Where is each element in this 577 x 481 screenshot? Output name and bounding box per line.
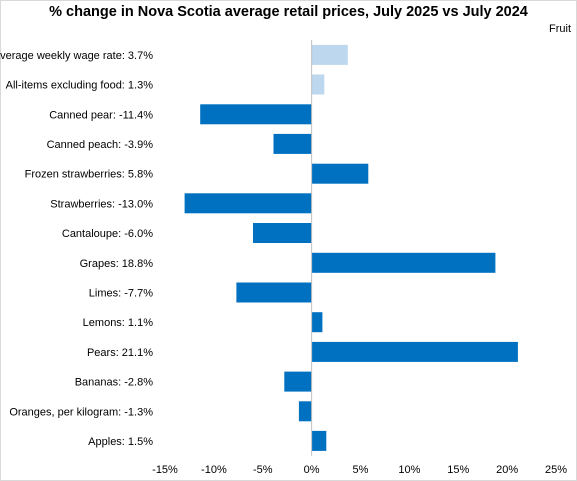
category-label: Average weekly wage rate: 3.7% <box>0 50 153 62</box>
bar <box>184 193 312 214</box>
x-tick-labels-group: -15% -10% -5% 0% 5% 10% 15% 20% 25% <box>152 464 567 476</box>
category-label: All-items excluding food: 1.3% <box>6 80 154 92</box>
bar <box>311 163 369 184</box>
category-label: Canned peach: -3.9% <box>47 139 154 151</box>
bar <box>284 371 312 392</box>
category-label: Cantaloupe: -6.0% <box>62 228 153 240</box>
bar <box>311 74 325 95</box>
bar <box>236 282 312 303</box>
x-tick-label: -10% <box>201 464 227 476</box>
category-label: Oranges, per kilogram: -1.3% <box>9 406 153 418</box>
category-label: Canned pear: -11.4% <box>49 109 153 121</box>
x-tick-label: 25% <box>545 464 567 476</box>
bar <box>273 133 312 154</box>
category-label: Strawberries: -13.0% <box>50 198 153 210</box>
category-label: Pears: 21.1% <box>87 347 153 359</box>
category-label: Grapes: 18.8% <box>80 258 154 270</box>
bar <box>298 401 312 422</box>
bar <box>253 223 312 243</box>
category-label: Frozen strawberries: 5.8% <box>25 169 154 181</box>
category-label: Bananas: -2.8% <box>75 377 153 389</box>
chart-title: % change in Nova Scotia average retail p… <box>49 4 528 20</box>
x-tick-label: 10% <box>398 464 420 476</box>
bars-group <box>184 44 518 451</box>
bar <box>200 104 312 125</box>
x-tick-label: 0% <box>304 464 320 476</box>
x-tick-label: 5% <box>353 464 369 476</box>
bar <box>311 430 327 451</box>
x-tick-label: 20% <box>496 464 518 476</box>
category-label: Lemons: 1.1% <box>83 317 154 329</box>
category-labels-group: Average weekly wage rate: 3.7% All-items … <box>0 50 153 448</box>
bar <box>311 44 348 65</box>
bar <box>311 341 518 362</box>
category-label: Apples: 1.5% <box>88 436 153 448</box>
bar <box>311 312 323 333</box>
bar <box>311 252 496 273</box>
x-tick-label: -5% <box>253 464 273 476</box>
chart-subtitle: Fruit <box>549 23 571 35</box>
category-label: Limes: -7.7% <box>89 288 153 300</box>
x-tick-label: 15% <box>447 464 469 476</box>
x-tick-label: -15% <box>152 464 178 476</box>
